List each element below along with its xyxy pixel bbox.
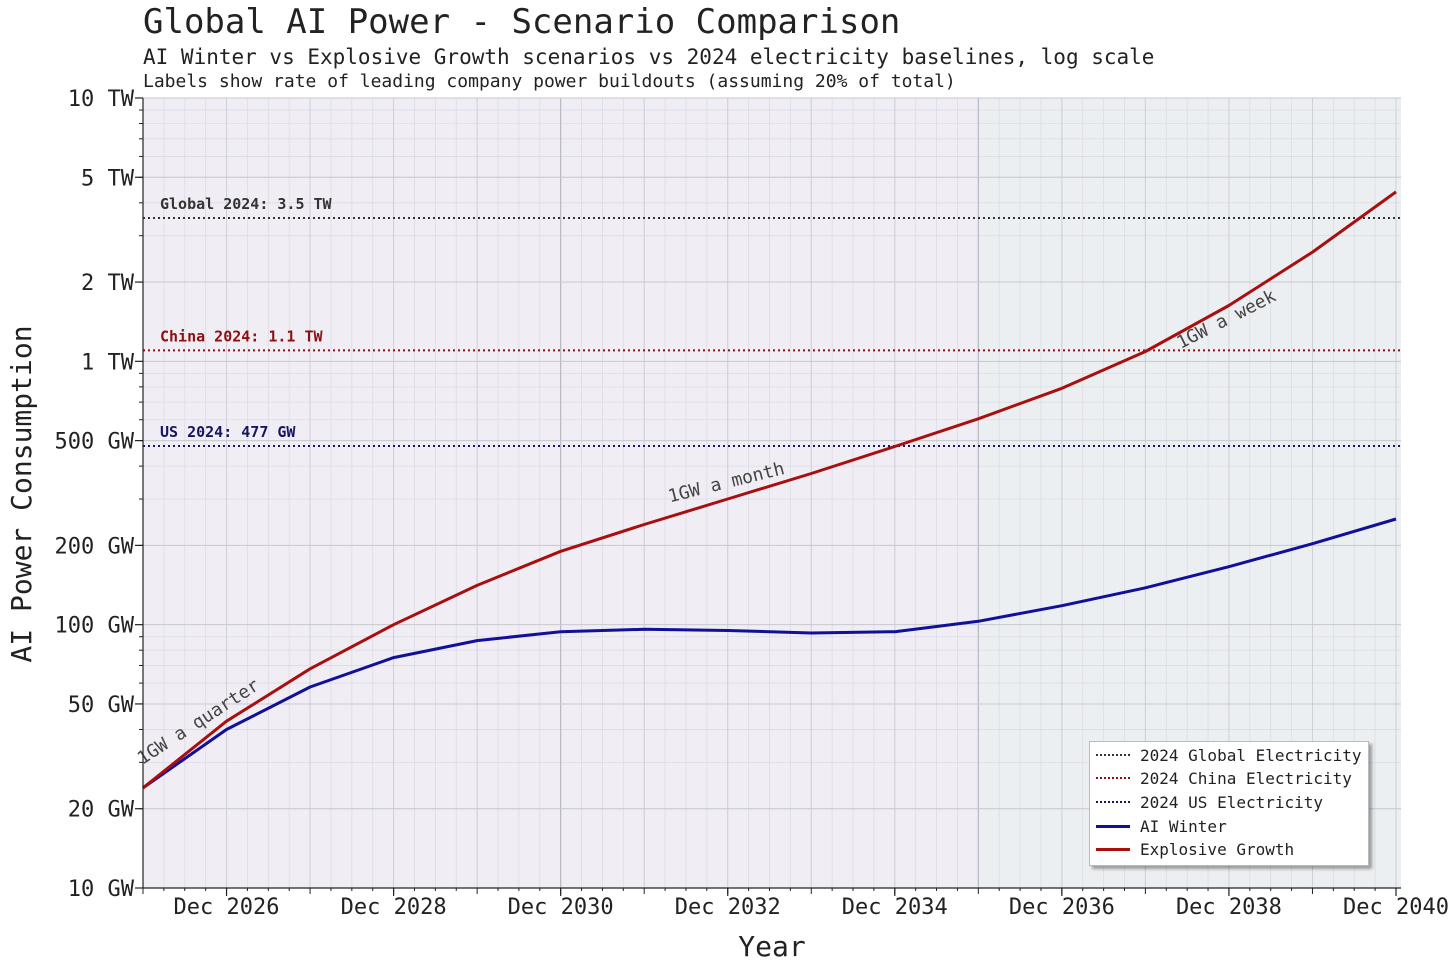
y-tick-label: 500 GW xyxy=(55,430,135,455)
chart-subtitle: AI Winter vs Explosive Growth scenarios … xyxy=(143,45,1155,69)
legend-label-ai-winter: AI Winter xyxy=(1140,816,1227,836)
chart-subtitle-note: Labels show rate of leading company powe… xyxy=(143,71,956,92)
x-tick-label: Dec 2040 xyxy=(1343,895,1449,920)
legend-label-us: 2024 US Electricity xyxy=(1140,792,1324,812)
x-axis-label: Year xyxy=(738,930,805,963)
y-tick-label: 100 GW xyxy=(55,614,135,639)
legend-item-us: 2024 US Electricity xyxy=(1096,791,1323,813)
legend-item-ai-winter: AI Winter xyxy=(1096,815,1227,837)
legend-swatch-ai-winter xyxy=(1096,824,1130,828)
major-gridlines xyxy=(142,97,1401,889)
axes: 10 GW 20 GW 50 GW 100 GW 200 GW 500 GW 1 TW 2 T… xyxy=(55,87,1449,920)
x-tick-label: Dec 2030 xyxy=(508,895,614,920)
y-tick-label: 5 TW xyxy=(81,166,135,191)
baseline-label: Global 2024: 3.5 TW xyxy=(160,195,333,213)
x-tick-label: Dec 2028 xyxy=(341,895,447,920)
y-tick-label: 1 TW xyxy=(81,350,135,375)
x-tick-label: Dec 2032 xyxy=(675,895,781,920)
legend-swatch-global xyxy=(1096,754,1130,756)
legend-label-china: 2024 China Electricity xyxy=(1140,768,1352,788)
legend-label-global: 2024 Global Electricity xyxy=(1140,745,1362,765)
y-axis-label: AI Power Consumption xyxy=(5,325,38,662)
y-tick-label: 50 GW xyxy=(68,693,135,718)
x-tick-label: Dec 2038 xyxy=(1176,895,1282,920)
y-tick-label: 10 TW xyxy=(68,87,135,112)
series-lines xyxy=(142,190,1397,790)
chart-title: Global AI Power - Scenario Comparison xyxy=(143,2,901,42)
legend-label-explosive-growth: Explosive Growth xyxy=(1140,839,1295,859)
x-tick-label: Dec 2036 xyxy=(1009,895,1115,920)
series-line-explosive-growth xyxy=(142,190,1397,790)
legend-item-china: 2024 China Electricity xyxy=(1096,767,1352,789)
x-tick-label: Dec 2026 xyxy=(174,895,280,920)
legend-item-explosive-growth: Explosive Growth xyxy=(1096,838,1294,860)
baseline-lines: Global 2024: 3.5 TW China 2024: 1.1 TW US … xyxy=(143,195,1401,447)
legend-swatch-china xyxy=(1096,777,1130,779)
y-tick-label: 2 TW xyxy=(81,271,135,296)
series-line-ai-winter xyxy=(142,517,1397,790)
baseline-label: China 2024: 1.1 TW xyxy=(160,327,324,345)
baseline-label: US 2024: 477 GW xyxy=(160,423,296,441)
y-tick-label: 20 GW xyxy=(68,798,135,823)
legend-swatch-us xyxy=(1096,801,1130,803)
chart-legend: 2024 Global Electricity 2024 China Elect… xyxy=(1089,741,1369,866)
legend-swatch-explosive-growth xyxy=(1096,847,1130,851)
y-tick-label: 10 GW xyxy=(68,877,135,902)
legend-item-global: 2024 Global Electricity xyxy=(1096,744,1362,766)
y-tick-label: 200 GW xyxy=(55,534,135,559)
x-tick-label: Dec 2034 xyxy=(842,895,948,920)
